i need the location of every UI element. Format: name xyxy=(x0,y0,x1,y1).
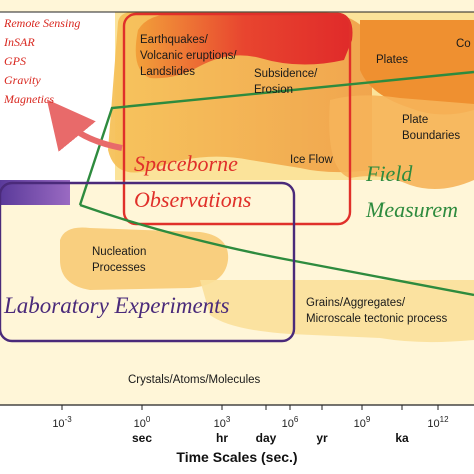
axis-tick-label: 103 xyxy=(214,415,231,430)
label-nucleation: Nucleation xyxy=(92,246,146,258)
axis-tick-label: 100 xyxy=(134,415,151,430)
axis-unit-label: hr xyxy=(216,431,228,445)
axis-unit-label: day xyxy=(256,431,277,445)
method-remote-sensing: Remote Sensing xyxy=(3,16,80,30)
label-core: Co xyxy=(456,38,471,50)
light-region-right xyxy=(329,95,474,189)
method-magnetics: Magnetics xyxy=(3,92,54,106)
laboratory-outline xyxy=(0,181,296,343)
label-volcanic-eruptions: Volcanic eruptions/ xyxy=(140,50,237,62)
label-plates: Plates xyxy=(376,54,408,66)
label-grains: Grains/Aggregates/ xyxy=(306,297,406,309)
orange-region-right xyxy=(360,20,474,115)
axis-tick-label: 106 xyxy=(282,415,299,430)
label-microscale: Microscale tectonic process xyxy=(306,313,447,325)
label-processes: Processes xyxy=(92,262,146,274)
axis-tick-label: 10-3 xyxy=(52,415,72,430)
field-outline xyxy=(78,70,474,206)
method-gravity: Gravity xyxy=(4,73,41,87)
label-crystals: Crystals/Atoms/Molecules xyxy=(128,374,261,386)
label-plate: Plate xyxy=(402,114,428,126)
label-observations: Observations xyxy=(134,187,251,212)
label-ice-flow: Ice Flow xyxy=(290,154,334,166)
label-laboratory: Laboratory Experiments xyxy=(3,293,230,318)
purple-region xyxy=(0,180,70,205)
remote-sensing-arrow xyxy=(46,99,123,152)
label-spaceborne: Spaceborne xyxy=(134,151,238,176)
spaceborne-outline xyxy=(122,12,352,226)
label-erosion: Erosion xyxy=(254,84,293,96)
axis-tick-label: 1012 xyxy=(427,415,449,430)
x-axis-title: Time Scales (sec.) xyxy=(176,449,297,465)
label-measurements: Measurem xyxy=(365,197,458,222)
method-gps: GPS xyxy=(4,54,26,68)
red-region xyxy=(135,13,353,79)
axis-unit-label: ka xyxy=(395,431,409,445)
axis-tick-label: 109 xyxy=(354,415,371,430)
label-landslides: Landslides xyxy=(140,66,195,78)
field-outline-lower xyxy=(79,203,474,297)
label-subsidence: Subsidence/ xyxy=(254,68,318,80)
light-region-grains xyxy=(200,280,474,343)
axis-unit-label: yr xyxy=(316,431,328,445)
label-earthquakes: Earthquakes/ xyxy=(140,34,209,46)
label-field: Field xyxy=(365,161,413,186)
axis-unit-label: sec xyxy=(132,431,152,445)
orange-region-nucleation xyxy=(60,227,229,290)
method-insar: InSAR xyxy=(3,35,35,49)
label-boundaries: Boundaries xyxy=(402,130,460,142)
